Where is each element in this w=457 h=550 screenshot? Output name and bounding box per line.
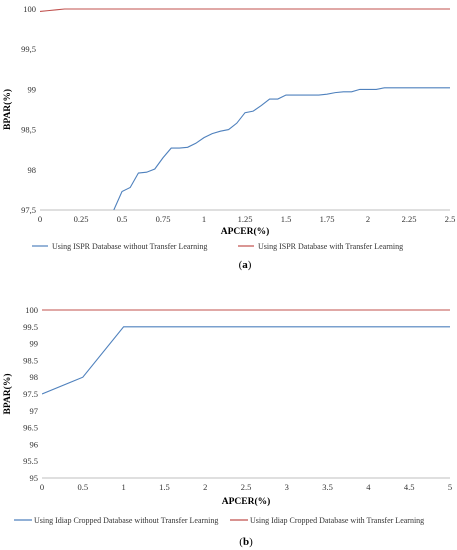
x-tick-label: 1.5 bbox=[159, 482, 170, 492]
x-tick-label: 3.5 bbox=[322, 482, 333, 492]
y-tick-label: 96.5 bbox=[23, 423, 38, 433]
y-tick-label: 99.5 bbox=[23, 322, 38, 332]
x-tick-label: 2 bbox=[366, 214, 370, 224]
x-tick-label: 2.5 bbox=[241, 482, 252, 492]
legend-label-1: Using ISPR Database without Transfer Lea… bbox=[52, 242, 207, 251]
x-tick-label: 1 bbox=[202, 214, 206, 224]
series-group bbox=[40, 8, 450, 210]
x-tick-label: 2.5 bbox=[445, 214, 456, 224]
y-tick-label: 97.5 bbox=[23, 389, 38, 399]
y-tick-label: 100 bbox=[23, 4, 36, 14]
x-tick-label: 1.25 bbox=[238, 214, 253, 224]
panel-caption-close: ) bbox=[248, 259, 252, 271]
y-tick-label: 97 bbox=[30, 406, 39, 416]
y-tick-label: 99 bbox=[28, 84, 37, 94]
x-tick-label: 0.25 bbox=[74, 214, 89, 224]
y-tick-label: 99,5 bbox=[21, 44, 36, 54]
panel-caption: (b) bbox=[239, 536, 253, 548]
panel-caption-close: ) bbox=[249, 536, 253, 548]
series-line-1 bbox=[42, 326, 450, 395]
y-axis-label: BPAR(%) bbox=[2, 374, 13, 415]
chart-panel-b: 0 0.5 1 1.5 2 2.5 3 3.5 4 4.5 5 95 95.5 96 96.5 97 97.5 9… bbox=[2, 305, 452, 548]
panel-caption: (a) bbox=[239, 259, 252, 271]
x-tick-label: 1.75 bbox=[320, 214, 335, 224]
panel-caption-letter: a bbox=[242, 259, 248, 271]
x-tick-label: 2.25 bbox=[402, 214, 417, 224]
y-tick-label: 99 bbox=[30, 339, 39, 349]
x-axis-label: APCER(%) bbox=[221, 226, 270, 237]
y-tick-label: 98 bbox=[28, 165, 37, 175]
x-tick-label: 0.5 bbox=[77, 482, 88, 492]
series-line-2 bbox=[40, 8, 450, 12]
y-tick-label: 96 bbox=[30, 439, 39, 449]
x-tick-label: 1.5 bbox=[281, 214, 292, 224]
panel-caption-open: ( bbox=[239, 259, 243, 271]
x-tick-label: 3 bbox=[285, 482, 289, 492]
series-group bbox=[42, 309, 450, 395]
x-tick-label: 0 bbox=[40, 482, 44, 492]
series-line-1 bbox=[113, 87, 450, 210]
y-tick-label: 95.5 bbox=[23, 456, 38, 466]
y-tick-label: 98 bbox=[30, 372, 39, 382]
legend-label-2: Using Idiap Cropped Database with Transf… bbox=[250, 516, 424, 525]
x-tick-label: 4 bbox=[366, 482, 371, 492]
x-tick-label: 1 bbox=[121, 482, 125, 492]
panel-caption-open: ( bbox=[239, 536, 243, 548]
x-tick-label: 2 bbox=[203, 482, 207, 492]
y-axis-label: BPAR(%) bbox=[2, 89, 13, 130]
x-tick-label: 4.5 bbox=[404, 482, 415, 492]
legend-label-1: Using Idiap Cropped Database without Tra… bbox=[34, 516, 218, 525]
legend-label-2: Using ISPR Database with Transfer Learni… bbox=[258, 242, 403, 251]
y-tick-label: 100 bbox=[25, 305, 38, 315]
panel-caption-letter: b bbox=[243, 536, 249, 548]
x-tick-label: 5 bbox=[448, 482, 452, 492]
chart-panel-a: 0 0.25 0.5 0.75 1 1.25 1.5 1.75 2 2.25 2.5 97,5 98 98… bbox=[2, 4, 455, 271]
x-tick-label: 0 bbox=[38, 214, 42, 224]
y-tick-label: 97,5 bbox=[21, 205, 36, 215]
x-tick-label: 0.5 bbox=[117, 214, 128, 224]
y-tick-label: 98,5 bbox=[21, 125, 36, 135]
x-axis-label: APCER(%) bbox=[222, 496, 271, 507]
y-tick-label: 95 bbox=[30, 473, 39, 483]
y-tick-label: 98.5 bbox=[23, 355, 38, 365]
x-tick-label: 0.75 bbox=[156, 214, 171, 224]
